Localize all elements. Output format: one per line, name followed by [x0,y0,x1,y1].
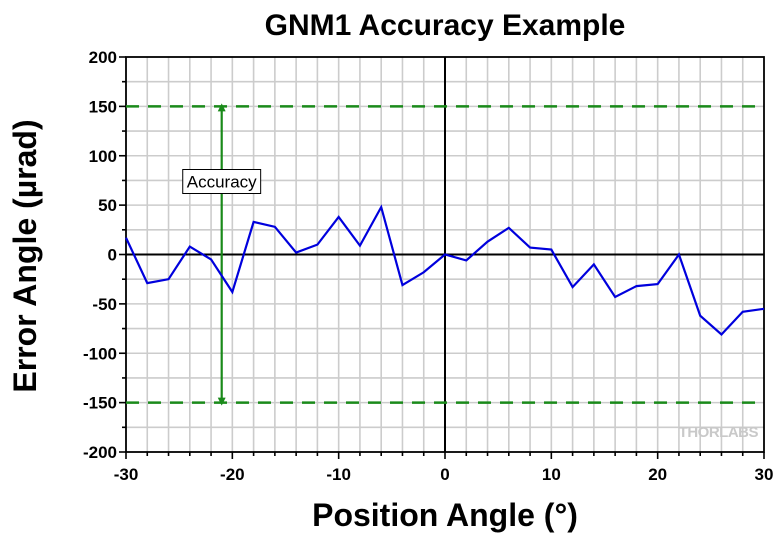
series-layer [125,204,765,337]
x-tick-label: -30 [114,465,139,484]
x-axis-label: Position Angle (°) [312,497,578,533]
y-tick-label: -50 [92,295,117,314]
x-tick-label: 0 [440,465,449,484]
chart-title: GNM1 Accuracy Example [265,9,626,42]
x-tick-label: 20 [648,465,667,484]
y-tick-label: -200 [83,443,117,462]
annotation-layer: Accuracy [182,103,262,406]
y-tick-label: -150 [83,394,117,413]
y-tick-label: 0 [108,246,117,265]
x-tick-label: 30 [755,465,774,484]
tick-labels: -30 -20 -10 0 10 20 30200150100500-50-100-150-… [83,48,773,484]
y-tick-label: -100 [83,344,117,363]
y-tick-label: 100 [89,147,117,166]
x-tick-label: -20 [220,465,245,484]
thorlabs-watermark: THORLABS [679,424,759,441]
y-tick-label: 200 [89,48,117,67]
y-tick-label: 50 [98,196,117,215]
y-tick-label: 150 [89,97,117,116]
x-tick-label: -10 [326,465,351,484]
accuracy-label: Accuracy [187,173,257,192]
x-tick-label: 10 [542,465,561,484]
reference-lines [126,105,764,404]
y-axis-label: Error Angle (µrad) [7,119,43,392]
accuracy-label-box [182,169,262,194]
